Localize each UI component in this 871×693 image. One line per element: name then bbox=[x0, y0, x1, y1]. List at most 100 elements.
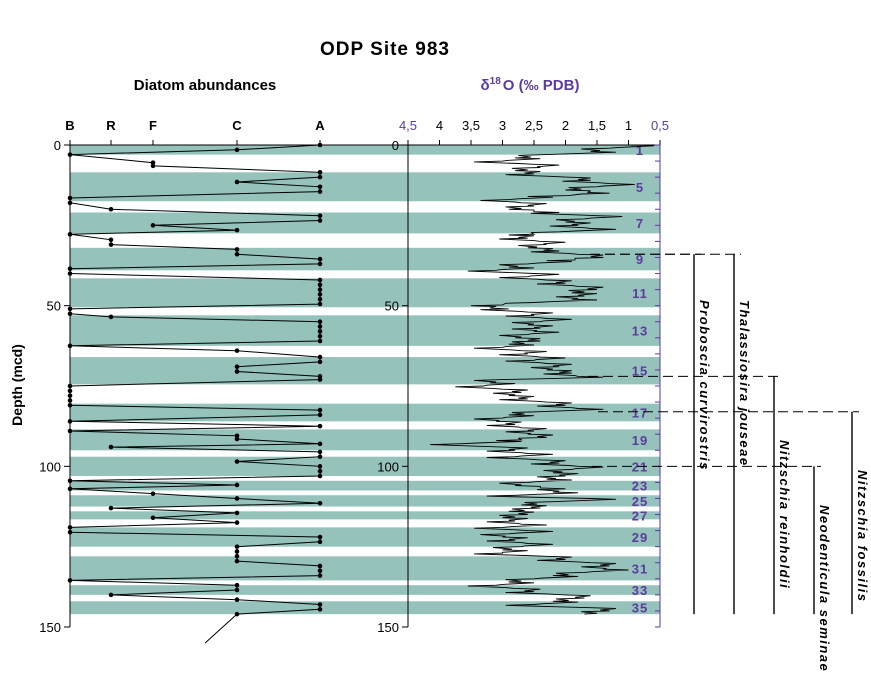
isotope-stage-label: 19 bbox=[632, 433, 648, 448]
diatom-point bbox=[317, 359, 323, 365]
isotope-stage-label: 23 bbox=[632, 479, 648, 494]
diatom-point bbox=[317, 142, 323, 148]
diatom-point bbox=[234, 582, 240, 588]
diatom-point bbox=[317, 568, 323, 574]
diatom-point bbox=[150, 163, 156, 169]
diatom-point bbox=[317, 174, 323, 180]
diatom-point bbox=[108, 592, 114, 598]
diatom-point bbox=[108, 444, 114, 450]
diatom-point bbox=[317, 354, 323, 360]
diatom-point bbox=[67, 200, 73, 206]
isotope-stage-band bbox=[70, 495, 660, 507]
species-range-label: Nitzschia fossilis bbox=[855, 470, 870, 602]
diatom-point bbox=[150, 223, 156, 228]
isotope-stage-label: 27 bbox=[632, 508, 648, 523]
diatom-point bbox=[317, 261, 323, 267]
d18o-tick-label: 3 bbox=[499, 118, 506, 133]
diatom-point bbox=[67, 271, 73, 276]
isotope-stage-band bbox=[70, 480, 660, 491]
abundance-tick-label: R bbox=[106, 118, 116, 133]
diatom-point bbox=[317, 573, 323, 578]
diatom-point bbox=[234, 247, 240, 252]
diatom-abundance-series bbox=[67, 142, 323, 644]
isotope-stage-label: 9 bbox=[636, 252, 644, 267]
diatom-point bbox=[317, 473, 323, 479]
diatom-point bbox=[108, 505, 114, 511]
species-range-label: Thalassiosira jouseae bbox=[737, 300, 752, 467]
diatom-point bbox=[317, 454, 323, 459]
isotope-stage-band bbox=[70, 527, 660, 547]
diatom-point bbox=[317, 329, 323, 334]
diatom-point bbox=[67, 388, 73, 394]
diatom-point bbox=[234, 459, 240, 464]
isotope-stage-label: 11 bbox=[632, 286, 648, 301]
isotope-stage-band bbox=[70, 278, 660, 308]
isotope-stage-label: 15 bbox=[632, 364, 648, 379]
diatom-point bbox=[317, 324, 323, 329]
y-tick-label: 100 bbox=[377, 459, 399, 474]
abundance-tick-label: A bbox=[315, 118, 325, 133]
diatom-point bbox=[67, 478, 73, 484]
diatom-point bbox=[317, 301, 323, 307]
diatom-point bbox=[108, 242, 114, 247]
d18o-title-delta: δ bbox=[481, 77, 490, 94]
species-range-label: Neodenticula seminae bbox=[817, 505, 832, 672]
diatom-point bbox=[67, 578, 73, 583]
isotope-stage-band bbox=[70, 556, 660, 581]
isotope-stage-band bbox=[70, 456, 660, 476]
d18o-tick-label: 3,5 bbox=[462, 118, 480, 133]
diatom-point bbox=[67, 343, 73, 349]
diatom-point bbox=[317, 256, 323, 262]
diatom-point bbox=[108, 237, 114, 243]
diatom-point bbox=[234, 147, 240, 153]
diatom-point bbox=[67, 402, 73, 408]
isotope-stage-band bbox=[70, 585, 660, 595]
d18o-tick-label: 1,5 bbox=[588, 118, 606, 133]
y-axis-label: Depth (mcd) bbox=[9, 344, 25, 426]
diatom-point bbox=[234, 482, 240, 488]
isotope-stage-label: 35 bbox=[632, 601, 648, 616]
isotope-stage-band bbox=[70, 172, 660, 202]
d18o-tick-label: 0,5 bbox=[651, 118, 669, 133]
diatom-point bbox=[234, 436, 240, 442]
d18o-title-rest: O (‰ PDB) bbox=[503, 77, 580, 94]
diatom-point bbox=[67, 232, 73, 237]
abundance-tick-label: C bbox=[232, 118, 242, 133]
diatom-point bbox=[67, 529, 73, 535]
diatom-point bbox=[317, 282, 323, 288]
isotope-stage-band bbox=[70, 601, 660, 615]
diatom-point bbox=[150, 160, 156, 165]
diatom-point bbox=[317, 333, 323, 339]
isotope-stage-label: 17 bbox=[632, 406, 648, 421]
diatom-point bbox=[317, 338, 323, 344]
diatom-point bbox=[234, 251, 240, 257]
isotope-stage-band bbox=[70, 145, 660, 155]
diatom-point bbox=[234, 597, 240, 602]
diatom-point bbox=[317, 539, 323, 545]
diatom-point bbox=[234, 587, 240, 593]
y-tick-label: 150 bbox=[39, 620, 61, 635]
d18o-tick-label: 2 bbox=[562, 118, 569, 133]
d18o-tick-label: 4,5 bbox=[399, 118, 417, 133]
diatom-point bbox=[67, 266, 73, 272]
diatom-point bbox=[317, 374, 323, 379]
d18o-tick-label: 2,5 bbox=[525, 118, 543, 133]
diatom-point bbox=[317, 412, 323, 418]
diatom-point bbox=[317, 213, 323, 218]
diatom-point bbox=[317, 449, 323, 455]
diatom-point bbox=[317, 287, 323, 292]
isotope-stage-band bbox=[70, 429, 660, 451]
diatom-point bbox=[67, 428, 73, 434]
diatom-point bbox=[108, 206, 114, 212]
diatom-line-tail bbox=[204, 613, 238, 644]
diatom-point bbox=[317, 607, 323, 612]
diatom-point bbox=[67, 306, 73, 312]
diatom-point bbox=[67, 383, 73, 389]
diatom-point bbox=[317, 184, 323, 190]
diatom-point bbox=[67, 152, 73, 157]
y-tick-label: 0 bbox=[54, 138, 61, 153]
diatom-point bbox=[317, 468, 323, 474]
diatom-point bbox=[67, 195, 73, 201]
isotope-stage-label: 31 bbox=[632, 561, 648, 576]
